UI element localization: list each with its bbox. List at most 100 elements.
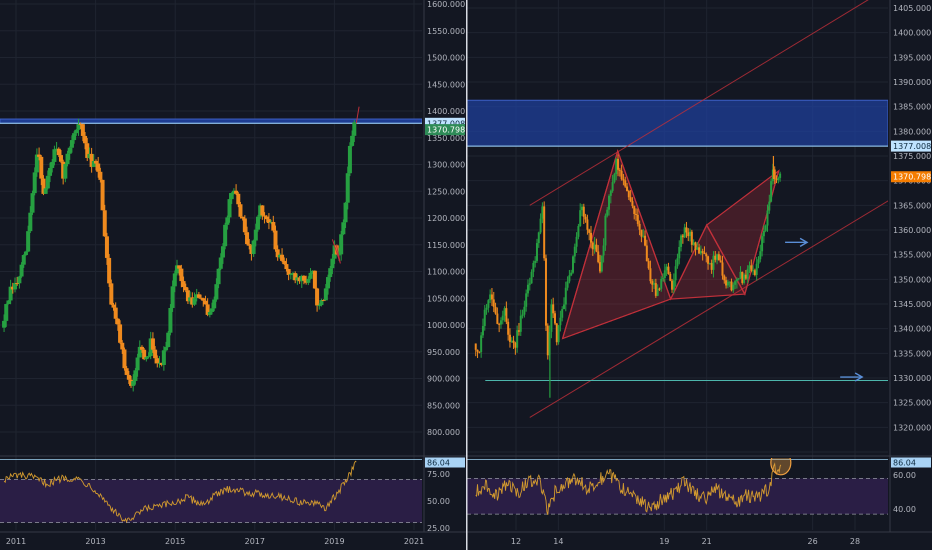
resistance-zone[interactable] [0, 118, 422, 124]
candle-body [593, 244, 596, 250]
candle-body [577, 226, 580, 237]
time-axis-right[interactable]: 12 14 19 21 26 28 [511, 537, 860, 546]
candle-body [485, 307, 488, 310]
candle-body [476, 349, 479, 352]
candle-body [768, 201, 771, 211]
candle-body [150, 338, 155, 350]
candle-body [494, 306, 497, 314]
candle-body [161, 350, 166, 365]
candle-body [750, 265, 753, 271]
chart-panel-right[interactable]: 1320.000 1325.000 1330.000 1335.000 1340.000… [467, 0, 932, 546]
rsi-pane-left[interactable] [0, 459, 422, 524]
rsi-tick-label: 40.00 [893, 505, 916, 514]
price-plot-right[interactable] [467, 0, 889, 418]
time-tick-label: 14 [553, 537, 563, 546]
candle-body [135, 357, 140, 371]
candle-body [568, 275, 571, 282]
price-tick-label: 1350.000 [427, 134, 465, 143]
candle-body [194, 294, 199, 299]
candle-body [291, 273, 296, 275]
candle-body [205, 304, 210, 315]
time-axis-left[interactable]: 2011 2013 2015 2017 2019 2021 [6, 537, 424, 546]
candle-body [223, 224, 228, 247]
candle-body [174, 265, 179, 274]
resistance-zone[interactable] [467, 99, 888, 147]
candle-body [726, 281, 729, 286]
arrow-right-icon[interactable] [840, 372, 864, 382]
time-tick-label: 2019 [324, 537, 344, 546]
candle-body [262, 215, 267, 217]
rsi-tick-label: 50.00 [427, 497, 450, 506]
candle-body [618, 169, 621, 171]
price-axis-right[interactable]: 1320.000 1325.000 1330.000 1335.000 1340.000… [891, 4, 931, 432]
candle-body [100, 179, 105, 211]
rsi-pane-right[interactable] [467, 451, 888, 515]
candle-body [227, 199, 232, 218]
candle-body [512, 340, 515, 343]
candle-body [91, 160, 96, 167]
candle-body [544, 258, 547, 326]
candle-body [306, 278, 311, 283]
candle-body [490, 294, 493, 300]
time-tick-label: 28 [850, 537, 860, 546]
candles-left [2, 118, 357, 392]
rsi-highlight-circle[interactable] [770, 451, 792, 476]
channel-line-lower[interactable] [529, 200, 889, 418]
candle-body [4, 304, 9, 321]
candle-body [137, 346, 142, 358]
arrow-right-icon[interactable] [785, 237, 809, 247]
candle-body [251, 240, 256, 254]
price-tick-label: 1335.000 [893, 349, 931, 358]
candle-body [689, 231, 692, 237]
candle-body [627, 190, 630, 198]
candle-body [716, 254, 719, 260]
candle-body [63, 164, 68, 179]
candle-body [685, 227, 688, 233]
rsi-line[interactable] [475, 462, 782, 515]
candle-body [499, 320, 502, 325]
candle-body [96, 163, 101, 172]
candle-body [775, 179, 778, 181]
candle-body [588, 229, 591, 233]
candle-body [622, 179, 625, 181]
time-tick-label: 21 [702, 537, 712, 546]
time-tick-label: 19 [659, 537, 669, 546]
candle-body [133, 370, 138, 381]
candle-body [118, 324, 123, 343]
candle-body [633, 206, 636, 214]
candle-body [719, 260, 722, 263]
candle-body [185, 290, 190, 302]
candle-body [332, 245, 337, 259]
candle-body [590, 232, 593, 243]
candle-body [669, 273, 672, 281]
rsi-tick-label: 60.00 [893, 471, 916, 480]
panel-divider[interactable] [466, 0, 468, 550]
candle-body [277, 254, 282, 258]
candle-body [280, 254, 285, 261]
price-axis-left[interactable]: 800.000 850.000 900.000 950.000 1000.000 1050… [425, 0, 465, 437]
chart-panel-left[interactable]: 800.000 850.000 900.000 950.000 1000.000 1050… [0, 0, 466, 546]
channel-line-upper[interactable] [529, 0, 871, 206]
candle-body [548, 331, 551, 356]
candle-body [312, 270, 317, 289]
candle-body [155, 358, 160, 364]
candle-body [710, 263, 713, 270]
candle-body [640, 229, 643, 237]
candle-body [192, 298, 197, 305]
candle-body [50, 161, 55, 168]
candle-body [210, 308, 215, 312]
candle-body [225, 217, 230, 225]
candle-body [347, 145, 352, 174]
candle-body [703, 252, 706, 255]
candle-body [293, 273, 298, 281]
price-plot-left[interactable] [0, 106, 422, 392]
candle-body [642, 235, 645, 237]
harmonic-path[interactable] [562, 149, 780, 339]
price-tick-label: 1320.000 [893, 423, 931, 432]
candle-body [681, 235, 684, 238]
candle-body [566, 281, 569, 288]
candle-body [109, 283, 114, 305]
rsi-line[interactable] [3, 460, 357, 524]
